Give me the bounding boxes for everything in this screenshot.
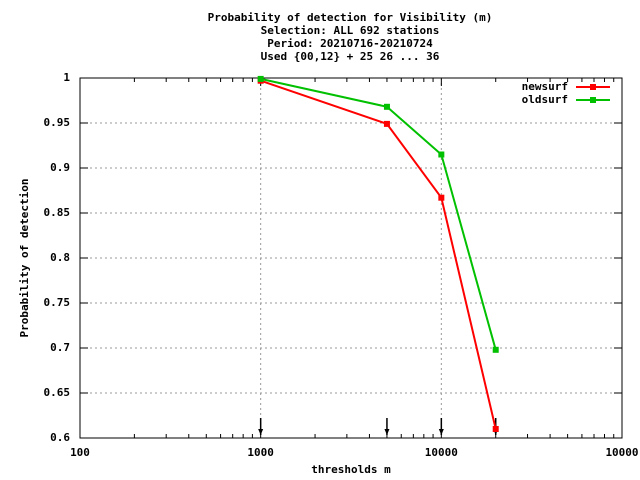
- y-tick-label: 0.8: [50, 251, 70, 264]
- chart-title: Used {00,12} + 25 26 ... 36: [261, 50, 440, 63]
- chart-title: Selection: ALL 692 stations: [261, 24, 440, 37]
- data-point: [257, 75, 264, 82]
- y-tick-label: 0.7: [50, 341, 70, 354]
- y-tick-label: 0.75: [44, 296, 71, 309]
- y-tick-label: 0.65: [44, 386, 71, 399]
- x-tick-label: 10000: [605, 446, 638, 459]
- data-point: [438, 194, 445, 201]
- data-point: [438, 151, 445, 158]
- x-tick-label: 10000: [425, 446, 458, 459]
- x-tick-label: 100: [70, 446, 90, 459]
- legend-label: newsurf: [522, 80, 568, 93]
- x-axis-label: thresholds m: [311, 463, 391, 476]
- data-point: [383, 120, 390, 127]
- data-line: [260, 79, 497, 430]
- x-tick-label: 1000: [247, 446, 274, 459]
- legend-label: oldsurf: [522, 93, 568, 106]
- legend-marker: [590, 97, 596, 103]
- y-tick-label: 0.95: [44, 116, 71, 129]
- y-tick-label: 0.85: [44, 206, 71, 219]
- data-line: [260, 77, 497, 351]
- data-point: [492, 426, 499, 432]
- data-point: [492, 346, 499, 353]
- threshold-arrow-head: [438, 429, 444, 435]
- y-tick-label: 0.6: [50, 431, 70, 444]
- y-tick-label: 1: [63, 71, 70, 84]
- chart-title: Probability of detection for Visibility …: [208, 11, 493, 24]
- legend-marker: [590, 84, 596, 90]
- threshold-arrow-head: [384, 429, 390, 435]
- y-axis-label: Probability of detection: [18, 179, 31, 338]
- data-point: [383, 103, 390, 110]
- chart-title: Period: 20210716-20210724: [267, 37, 433, 50]
- threshold-arrow-head: [258, 429, 264, 435]
- y-tick-label: 0.9: [50, 161, 70, 174]
